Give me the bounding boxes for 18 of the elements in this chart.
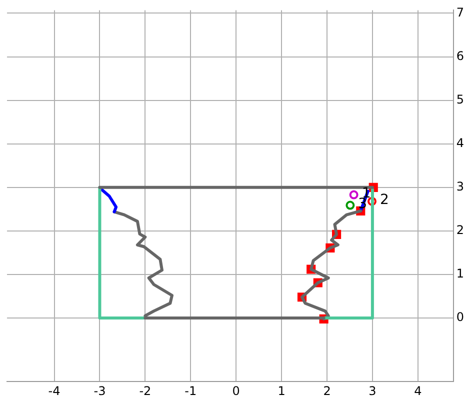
y-tick-label: 2 xyxy=(456,223,464,238)
x-tick-label: 0 xyxy=(232,384,240,398)
y-tick-label: 0 xyxy=(456,310,464,324)
x-tick-label: -1 xyxy=(184,384,197,398)
y-tick-label: 4 xyxy=(456,136,464,150)
y-tick-label: 7 xyxy=(456,5,464,20)
x-tick-label: 2 xyxy=(323,384,331,398)
x-tick-label: -3 xyxy=(94,384,106,398)
y-tick-label: 3 xyxy=(456,180,464,194)
x-tick-label: -2 xyxy=(139,384,152,398)
annotation: 2 xyxy=(380,192,389,208)
x-tick-label: -4 xyxy=(48,384,60,398)
x-tick-label: 4 xyxy=(414,384,422,398)
x-tick-label: 1 xyxy=(278,384,286,398)
x-tick-label: 3 xyxy=(368,384,376,398)
y-tick-label: 5 xyxy=(456,92,464,106)
y-tick-label: 6 xyxy=(456,48,464,63)
y-tick-label: 1 xyxy=(456,266,464,281)
